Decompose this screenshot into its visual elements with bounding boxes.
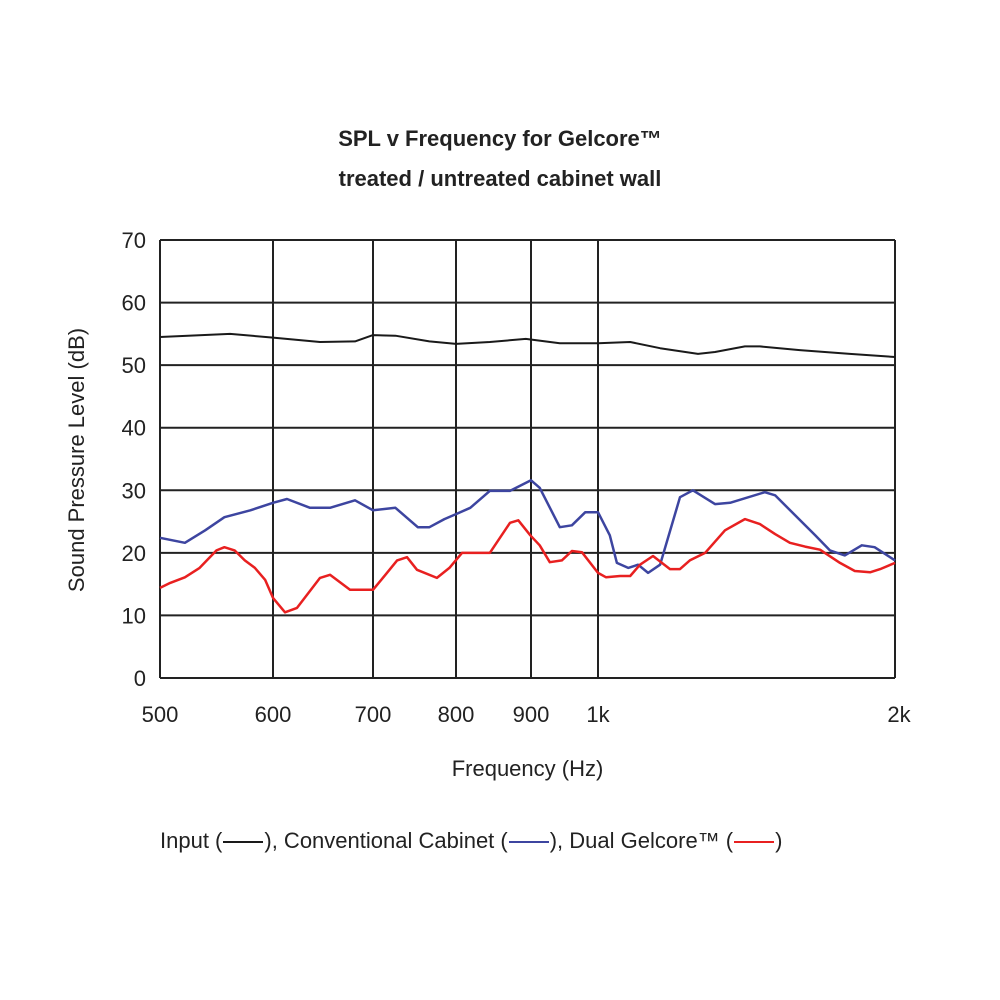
y-tick-label: 50 [122,353,146,378]
x-tick-label: 1k [586,702,610,727]
legend-swatch-conventional [508,841,549,844]
y-tick-label: 60 [122,291,146,316]
series-line-conventional [159,479,896,575]
x-axis-label: Frequency (Hz) [451,756,604,781]
series-line-input [159,332,896,358]
series-line-dual_gelcore [159,517,896,614]
y-tick-label: 0 [134,666,146,691]
y-tick-label: 70 [122,228,146,253]
x-tick-label: 800 [438,702,475,727]
x-tick-label: 700 [355,702,392,727]
y-tick-label: 20 [122,541,146,566]
chart-title: SPL v Frequency for Gelcore™ [338,126,662,151]
y-tick-label: 40 [122,416,146,441]
legend-conventional-text: ), Conventional Cabinet ( [264,828,508,853]
legend-input-text: Input ( [160,828,223,853]
y-axis-label: Sound Pressure Level (dB) [64,328,89,592]
legend-dual-gelcore-text: ), Dual Gelcore™ ( [549,828,734,853]
chart-subtitle: treated / untreated cabinet wall [338,166,662,191]
legend-swatch-input [223,841,264,844]
legend-swatch-dual-gelcore [734,841,775,844]
y-tick-label: 10 [122,603,146,628]
legend: Input ( ), Conventional Cabinet ( ), Dual … [160,828,782,854]
x-tick-label: 600 [255,702,292,727]
legend-end-text: ) [775,828,783,853]
x-tick-label: 2k [887,702,911,727]
y-tick-label: 30 [122,478,146,503]
x-tick-label: 500 [142,702,179,727]
x-tick-label: 900 [513,702,550,727]
